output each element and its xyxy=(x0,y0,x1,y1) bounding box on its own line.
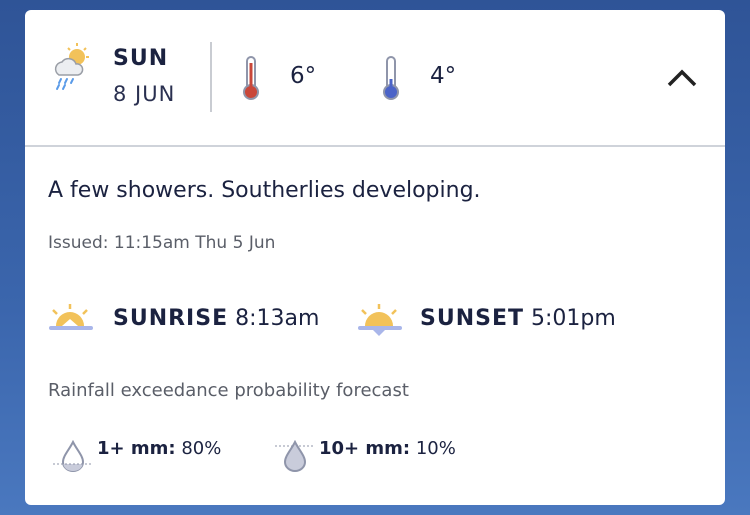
issued-time: Issued: 11:15am Thu 5 Jun xyxy=(48,233,276,253)
raindrop-icon xyxy=(275,440,315,472)
rainfall-label: 10+ mm: xyxy=(319,438,411,459)
sunrise-label: SUNRISE xyxy=(113,306,229,331)
min-temperature: 4° xyxy=(430,63,457,89)
thermometer-hot-icon xyxy=(243,56,259,100)
sunset-time: 5:01pm xyxy=(531,306,616,331)
forecast-description: A few showers. Southerlies developing. xyxy=(48,178,481,203)
rainfall-value: 80% xyxy=(181,438,222,459)
max-temperature: 6° xyxy=(290,63,317,89)
sunset: SUNSET 5:01pm xyxy=(420,306,616,331)
rainfall-10mm: 10+ mm: 10% xyxy=(319,438,456,459)
forecast-header[interactable]: SUN 8 JUN 6° 4° xyxy=(25,10,725,147)
raindrop-icon xyxy=(53,440,93,472)
rainfall-title: Rainfall exceedance probability forecast xyxy=(48,380,409,401)
sunset-label: SUNSET xyxy=(420,306,525,331)
rainfall-value: 10% xyxy=(415,438,456,459)
rainfall-1mm: 1+ mm: 80% xyxy=(97,438,221,459)
sunrise: SUNRISE 8:13am xyxy=(113,306,319,331)
forecast-day: SUN xyxy=(113,46,169,71)
thermometer-cold-icon xyxy=(383,56,399,100)
sunset-icon xyxy=(358,304,402,336)
sunrise-icon xyxy=(49,304,93,330)
rainfall-label: 1+ mm: xyxy=(97,438,176,459)
sun-cloud-rain-icon xyxy=(54,43,89,90)
forecast-card: SUN 8 JUN 6° 4° A few showers. Southerli… xyxy=(25,10,725,505)
chevron-up-icon[interactable] xyxy=(666,68,698,88)
divider xyxy=(210,42,212,112)
sunrise-time: 8:13am xyxy=(235,306,320,331)
forecast-date: 8 JUN xyxy=(113,82,176,106)
